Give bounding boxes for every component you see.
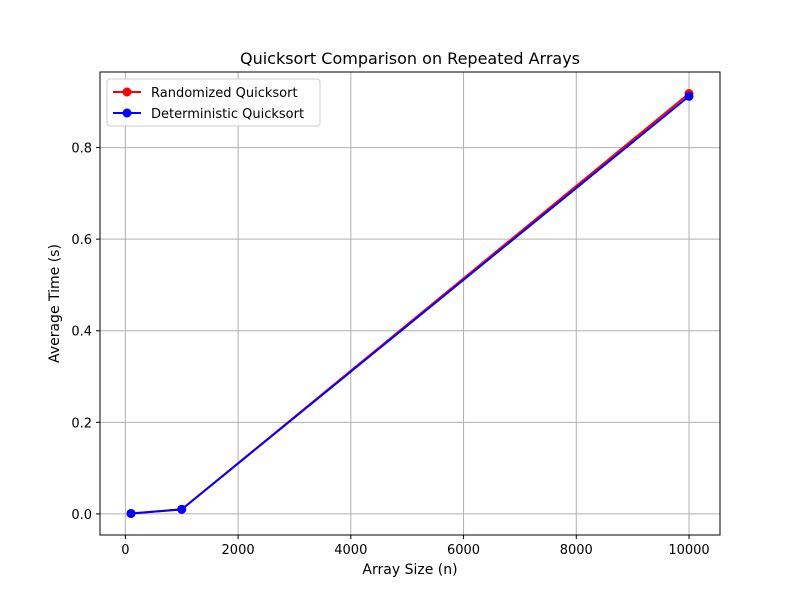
x-tick-label: 10000 <box>668 543 709 558</box>
y-tick-label: 0.2 <box>71 416 92 431</box>
data-point <box>126 508 136 518</box>
series-layer <box>126 89 694 518</box>
legend-item: Deterministic Quicksort <box>113 107 304 122</box>
x-axis-label: Array Size (n) <box>362 562 457 578</box>
legend-marker <box>122 87 132 97</box>
y-tick-label: 0.6 <box>71 233 92 248</box>
x-tick-label: 0 <box>121 543 129 558</box>
data-point <box>684 91 694 101</box>
x-tick-label: 4000 <box>334 543 367 558</box>
plot-frame <box>99 71 721 536</box>
ticks: 0 2000 4000 6000 8000 10000 0.0 0.2 0.4 0.6 0.8 <box>71 142 709 558</box>
legend: Randomized Quicksort Deterministic Quicks… <box>106 78 321 127</box>
grid <box>100 72 720 535</box>
x-tick-label: 2000 <box>222 543 255 558</box>
legend-label: Deterministic Quicksort <box>151 107 304 122</box>
y-tick-label: 0.0 <box>71 508 92 523</box>
y-tick-label: 0.8 <box>71 142 92 157</box>
legend-item: Randomized Quicksort <box>113 86 298 101</box>
x-tick-label: 8000 <box>560 543 593 558</box>
chart-title: Quicksort Comparison on Repeated Arrays <box>240 49 580 68</box>
legend-label: Randomized Quicksort <box>151 86 298 101</box>
data-point <box>177 504 187 514</box>
legend-marker <box>122 108 132 118</box>
x-tick-label: 6000 <box>447 543 480 558</box>
series-2 <box>126 91 694 518</box>
y-tick-label: 0.4 <box>71 325 92 340</box>
legend-box <box>106 78 321 127</box>
y-axis-label: Average Time (s) <box>47 244 63 363</box>
